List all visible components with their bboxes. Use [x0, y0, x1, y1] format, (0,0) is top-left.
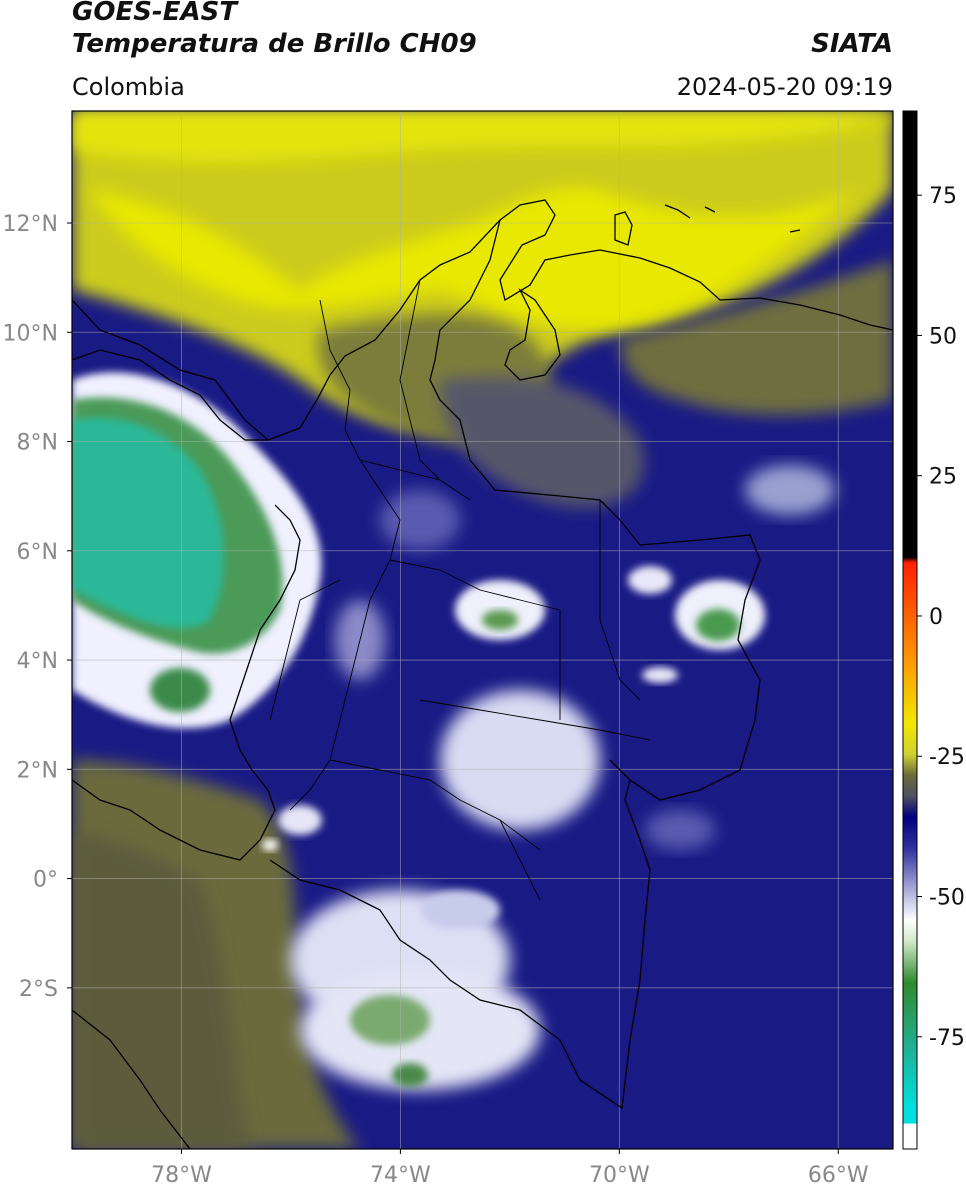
internal-department-lines: [269, 279, 651, 901]
map-frame: [71, 110, 894, 1150]
lon-tick-label: 74°W: [370, 1163, 431, 1188]
colorbar: 75 50 25 0 -25 -50 -75: [902, 110, 965, 1150]
colorbar-frame: [902, 110, 918, 1150]
lat-tick-label: 2°N: [17, 758, 58, 783]
region-label: Colombia: [72, 73, 185, 101]
colorbar-tick-label: -50: [929, 886, 965, 911]
lat-tick-label: 4°N: [17, 649, 58, 674]
colorbar-ticks: 75 50 25 0 -25 -50 -75: [917, 184, 965, 1051]
lon-tick-label: 78°W: [151, 1163, 212, 1188]
colorbar-tick-label: 75: [929, 184, 957, 209]
borders-and-coastlines: [72, 199, 893, 1149]
colombia-brazil-border: [269, 759, 651, 1110]
pacific-coastline: [72, 504, 301, 861]
timestamp-label: 2024-05-20 09:19: [676, 73, 893, 101]
lat-tick-label: 0°: [33, 868, 58, 893]
longitude-axis: 78°W 74°W 70°W 66°W: [151, 1149, 869, 1188]
colorbar-tick-label: 0: [929, 605, 943, 630]
organization-label: SIATA: [811, 29, 893, 59]
brightness-temperature-imagery: [72, 111, 893, 1149]
panama-isthmus: [72, 349, 268, 441]
lat-tick-label: 6°N: [17, 540, 58, 565]
colorbar-tick-label: 25: [929, 465, 957, 490]
lat-tick-label: 2°S: [19, 977, 58, 1002]
title-satellite: GOES-EAST: [72, 0, 238, 27]
colorbar-gradient: [903, 111, 917, 1149]
title-product: Temperatura de Brillo CH09: [72, 29, 477, 59]
graticule: [72, 111, 893, 1149]
latitude-axis: 12°N 10°N 8°N 6°N 4°N 2°N 0° 2°S: [3, 212, 72, 1002]
ecuador-peru-border: [72, 1009, 191, 1149]
lake-maracaibo: [504, 288, 561, 381]
lat-tick-label: 8°N: [17, 431, 58, 456]
islands: [614, 204, 801, 246]
colorbar-tick-label: -25: [929, 745, 965, 770]
colorbar-tick-label: 50: [929, 324, 957, 349]
lat-tick-label: 10°N: [3, 321, 58, 346]
colorbar-tick-label: -75: [929, 1026, 965, 1051]
colombia-venezuela-border: [429, 219, 761, 801]
lon-tick-label: 70°W: [589, 1163, 650, 1188]
lon-tick-label: 66°W: [808, 1163, 869, 1188]
lat-tick-label: 12°N: [3, 212, 58, 237]
